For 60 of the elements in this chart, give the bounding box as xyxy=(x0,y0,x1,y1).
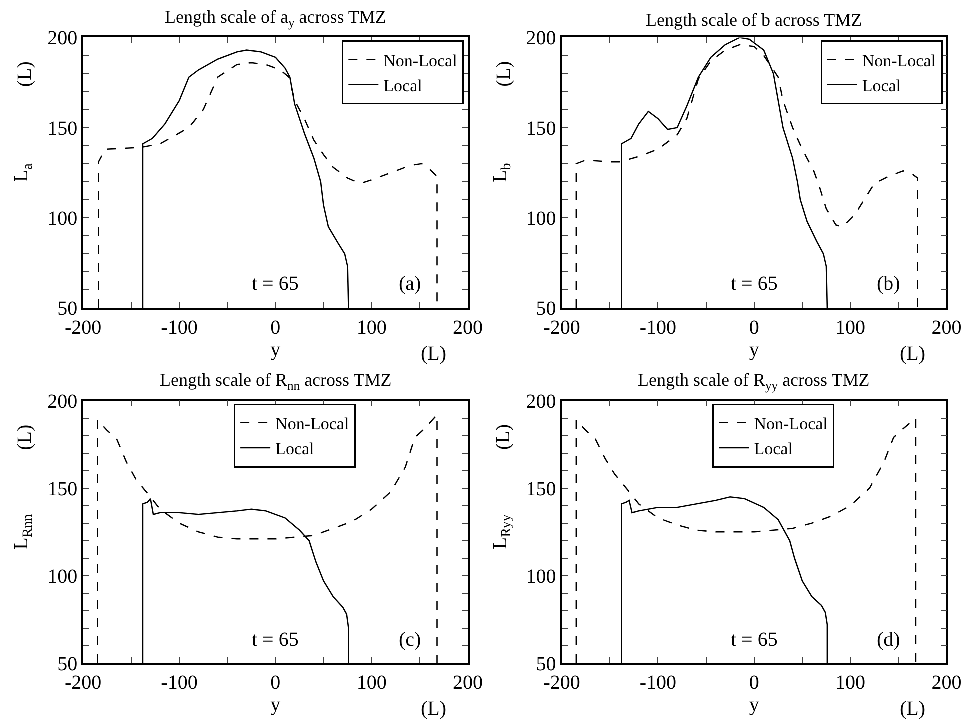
chart-title: Length scale of R$_{nn}$ across TMZ xyxy=(160,370,392,393)
legend-label: Local xyxy=(384,76,423,96)
text: (L) xyxy=(421,343,447,365)
y-tick-label: 100 xyxy=(48,566,78,588)
x-tick-label: 100 xyxy=(356,672,387,694)
x-tick-label: 100 xyxy=(836,316,866,339)
text: (L) xyxy=(14,62,36,88)
x-axis-title: y xyxy=(270,338,281,361)
legend-label: Non-Local xyxy=(384,51,458,70)
y-tick-label: 100 xyxy=(526,208,556,230)
chart-title: Length scale of a$_{y}$ across TMZ xyxy=(165,7,386,30)
annotation: t = 65 xyxy=(731,629,778,651)
annotation: t = 65 xyxy=(731,273,778,295)
y-tick-label: 100 xyxy=(48,208,78,230)
annotation: (d) xyxy=(877,629,900,651)
x-tick-label: 0 xyxy=(749,316,760,339)
y-tick-label: 150 xyxy=(48,118,78,140)
x-tick-label: 100 xyxy=(356,316,387,339)
annotation: (a) xyxy=(399,273,422,295)
legend-label: Non-Local xyxy=(276,414,350,434)
chart-title: Length scale of b across TMZ xyxy=(646,10,862,30)
legend-label: Non-Local xyxy=(862,51,936,70)
x-tick-label: 0 xyxy=(749,672,760,694)
y-tick-label: 150 xyxy=(48,478,78,500)
y-tick-label: 150 xyxy=(526,118,556,140)
y-tick-label: 200 xyxy=(526,28,556,50)
x-tick-label: -100 xyxy=(640,672,677,694)
legend-label: Local xyxy=(276,440,315,459)
y-tick-label: 200 xyxy=(48,390,78,413)
x-tick-label: -100 xyxy=(161,316,198,339)
chart-title: Length scale of R$_{yy}$ across TMZ xyxy=(638,370,870,393)
annotation: t = 65 xyxy=(252,629,299,651)
text: (L) xyxy=(421,698,447,720)
x-tick-label: 200 xyxy=(453,672,484,694)
legend-label: Non-Local xyxy=(754,414,828,434)
annotation: (c) xyxy=(399,629,422,651)
text: (L) xyxy=(492,424,515,450)
x-tick-label: -100 xyxy=(640,316,677,339)
y-tick-label: 150 xyxy=(526,478,556,500)
y-tick-label: 100 xyxy=(526,566,556,588)
legend-label: Local xyxy=(862,76,902,96)
legend-label: Local xyxy=(754,440,794,459)
x-tick-label: -100 xyxy=(161,672,198,694)
x-tick-label: 0 xyxy=(270,316,281,339)
y-tick-label: 200 xyxy=(48,28,78,50)
x-axis-title: y xyxy=(749,694,760,716)
text: (L) xyxy=(14,424,36,450)
x-tick-label: 200 xyxy=(932,316,962,339)
x-tick-label: 200 xyxy=(453,316,484,339)
text: (L) xyxy=(900,343,926,365)
annotation: (b) xyxy=(877,273,900,295)
x-tick-label: 0 xyxy=(270,672,281,694)
x-axis-title: y xyxy=(749,338,760,361)
annotation: t = 65 xyxy=(252,273,299,295)
x-axis-title: y xyxy=(270,694,281,716)
text: (L) xyxy=(900,698,926,720)
x-tick-label: 100 xyxy=(836,672,866,694)
text: (L) xyxy=(492,61,515,87)
x-tick-label: 200 xyxy=(932,672,962,694)
y-tick-label: 200 xyxy=(526,390,556,413)
